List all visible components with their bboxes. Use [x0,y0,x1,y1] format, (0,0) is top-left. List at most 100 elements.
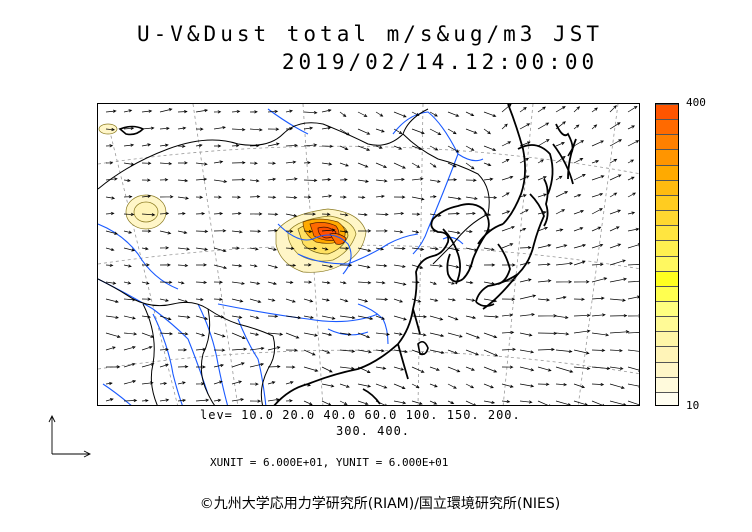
wind-arrow [357,111,368,117]
wind-arrow [627,192,637,198]
wind-arrow [465,298,476,302]
wind-arrow [555,261,574,266]
wind-arrow [393,298,404,303]
wind-arrow [375,400,387,405]
wind-arrow [375,366,387,370]
wind-arrow [267,264,279,269]
wind-arrow [267,195,277,199]
wind-arrow [303,349,316,356]
wind-arrow [447,145,460,153]
wind-arrow [339,383,350,388]
wind-arrow [159,263,171,267]
wind-arrow [555,191,569,198]
wind-arrow [519,107,527,113]
wind-arrow [159,332,174,336]
wind-arrow [375,315,386,320]
wind-arrow [483,228,493,233]
wind-arrow [159,363,169,368]
wind-arrow [303,298,314,303]
wind-arrow [303,229,313,234]
wind-arrow [303,246,318,251]
wind-arrow [519,209,529,215]
wind-arrow [627,280,639,283]
wind-arrow [393,177,405,182]
wind-arrow [555,280,573,284]
wind-arrow [321,247,329,251]
wind-arrow [519,332,533,337]
wind-arrow [123,315,136,320]
wind-arrow [501,365,514,369]
wind-arrow [303,366,319,372]
wind-arrow [429,145,439,151]
wind-arrow [231,178,246,182]
wind-arrow [267,142,280,147]
wind-arrow [393,383,406,389]
colorbar-segment [656,179,678,196]
wind-arrow [465,349,480,356]
wind-arrow [231,195,242,199]
wind-arrow [555,349,573,353]
wind-arrow [627,400,639,405]
wind-arrow [429,179,441,183]
wind-arrow [231,397,245,402]
wind-arrow [249,229,262,233]
wind-arrow [357,195,366,199]
wind-arrow [375,128,385,133]
wind-arrow [339,315,356,320]
wind-arrow [231,347,248,351]
wind-arrow [177,211,186,216]
wind-arrow [483,111,497,117]
wind-arrow [429,366,440,371]
wind-arrow [123,212,135,217]
wind-arrow [249,128,263,132]
wind-arrow [159,347,169,352]
wind-arrow [123,143,135,147]
wind-arrow [393,195,406,199]
wind-arrow [609,209,622,215]
wind-arrow [519,123,531,130]
wind-arrow [429,213,442,217]
wind-arrow [591,175,605,181]
wind-arrow [375,349,385,353]
wind-arrow [123,126,135,131]
wind-arrow [483,162,492,167]
wind-arrow [537,176,547,181]
wind-arrow [105,144,114,148]
wind-arrow [285,109,294,113]
wind-arrow [411,332,427,337]
wind-arrow [447,178,458,182]
wind-arrow [357,179,369,183]
wind-arrow [555,400,571,405]
wind-arrow [213,229,227,233]
wind-arrow [159,315,172,321]
wind-arrow [357,298,369,303]
wind-arrow [627,243,639,249]
wind-arrow [177,196,189,200]
wind-arrow [429,349,445,355]
wind-arrow [357,247,372,252]
wind-arrow [573,366,591,371]
wind-arrow [429,315,444,321]
wind-arrow [123,346,136,351]
wind-arrow [609,383,625,389]
wind-arrow [249,332,260,336]
wind-arrow [195,280,208,285]
wind-arrow [213,179,228,184]
wind-arrow [213,348,226,352]
wind-arrow [519,400,533,404]
wind-arrow [393,332,403,336]
wind-arrow [591,382,605,387]
wind-arrow [285,229,294,233]
wind-arrow [501,383,514,388]
wind-arrow [214,144,222,148]
wind-arrow [123,109,133,113]
wind-arrow [501,159,510,164]
wind-arrow [447,111,460,117]
wind-arrow [483,400,496,405]
wind-vectors [105,104,639,405]
wind-arrow [429,162,437,168]
wind-arrow [249,247,259,251]
wind-arrow [105,298,119,304]
wind-arrow [213,110,222,114]
wind-arrow [357,315,374,321]
